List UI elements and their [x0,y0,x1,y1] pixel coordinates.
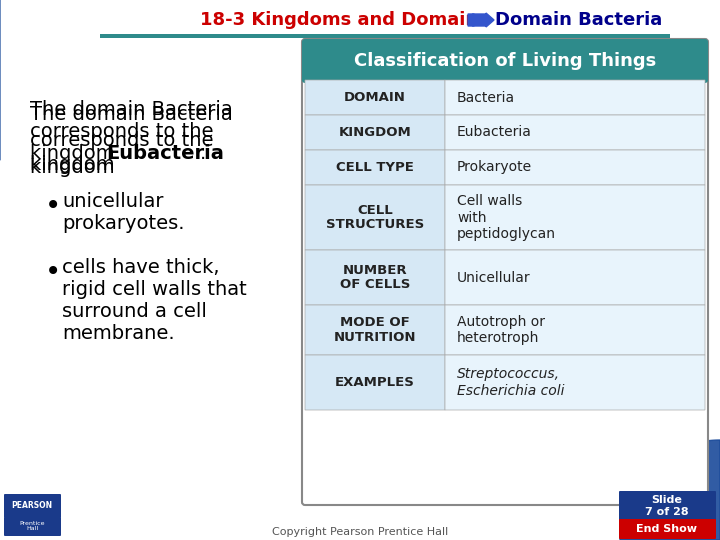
FancyBboxPatch shape [445,250,705,305]
FancyBboxPatch shape [619,519,716,539]
Text: End Show: End Show [636,524,698,534]
Text: Eubacteria: Eubacteria [106,144,224,163]
Text: •: • [45,192,61,220]
FancyBboxPatch shape [445,355,705,410]
FancyBboxPatch shape [445,80,705,115]
FancyBboxPatch shape [445,305,705,355]
Text: NUMBER
OF CELLS: NUMBER OF CELLS [340,264,410,292]
FancyBboxPatch shape [302,39,708,505]
FancyBboxPatch shape [305,150,445,185]
FancyBboxPatch shape [100,34,670,38]
Text: unicellular: unicellular [62,192,163,211]
Text: Streptococcus,
Escherichia coli: Streptococcus, Escherichia coli [457,367,564,397]
Text: MODE OF
NUTRITION: MODE OF NUTRITION [334,316,416,344]
Text: Unicellular: Unicellular [457,271,531,285]
Text: rigid cell walls that: rigid cell walls that [62,280,247,299]
Text: prokaryotes.: prokaryotes. [62,214,184,233]
Text: surround a cell: surround a cell [62,302,207,321]
Text: Copyright Pearson Prentice Hall: Copyright Pearson Prentice Hall [272,527,448,537]
FancyBboxPatch shape [305,185,445,250]
Text: DOMAIN: DOMAIN [344,91,406,104]
FancyBboxPatch shape [4,494,61,518]
FancyBboxPatch shape [302,39,708,83]
FancyBboxPatch shape [445,185,705,250]
FancyBboxPatch shape [305,355,445,410]
Text: Eubacteria: Eubacteria [457,125,532,139]
Text: The domain Bacteria: The domain Bacteria [30,100,233,119]
Text: 18-3 Kingdoms and Domains: 18-3 Kingdoms and Domains [200,11,489,29]
FancyBboxPatch shape [4,517,61,536]
FancyBboxPatch shape [305,80,445,115]
Text: corresponds to the: corresponds to the [30,122,214,141]
Text: Slide
7 of 28: Slide 7 of 28 [645,495,689,517]
Text: kingdom: kingdom [30,144,121,163]
Text: kingdom: kingdom [30,155,121,174]
Text: Prokaryote: Prokaryote [457,160,532,174]
Text: cells have thick,: cells have thick, [62,258,220,277]
FancyBboxPatch shape [305,115,445,150]
Text: CELL
STRUCTURES: CELL STRUCTURES [326,204,424,232]
Text: Cell walls
with
peptidoglycan: Cell walls with peptidoglycan [457,194,556,241]
Text: Prentice
Hall: Prentice Hall [19,521,45,531]
FancyArrow shape [468,13,494,27]
Text: PEARSON: PEARSON [12,502,53,510]
FancyBboxPatch shape [445,115,705,150]
FancyBboxPatch shape [100,2,720,34]
Text: CELL TYPE: CELL TYPE [336,161,414,174]
Text: The domain Bacteria
corresponds to the
kingdom: The domain Bacteria corresponds to the k… [30,105,233,177]
Text: membrane.: membrane. [62,324,175,343]
Text: Autotroph or
heterotroph: Autotroph or heterotroph [457,315,545,345]
Text: Bacteria: Bacteria [457,91,515,105]
Polygon shape [620,440,720,540]
Text: .: . [200,144,206,163]
FancyBboxPatch shape [619,491,716,521]
Text: Domain Bacteria: Domain Bacteria [495,11,662,29]
Text: KINGDOM: KINGDOM [338,126,411,139]
Text: EXAMPLES: EXAMPLES [335,376,415,389]
Text: •: • [45,258,61,286]
FancyBboxPatch shape [445,150,705,185]
FancyBboxPatch shape [305,250,445,305]
FancyBboxPatch shape [305,305,445,355]
Text: Classification of Living Things: Classification of Living Things [354,52,656,70]
